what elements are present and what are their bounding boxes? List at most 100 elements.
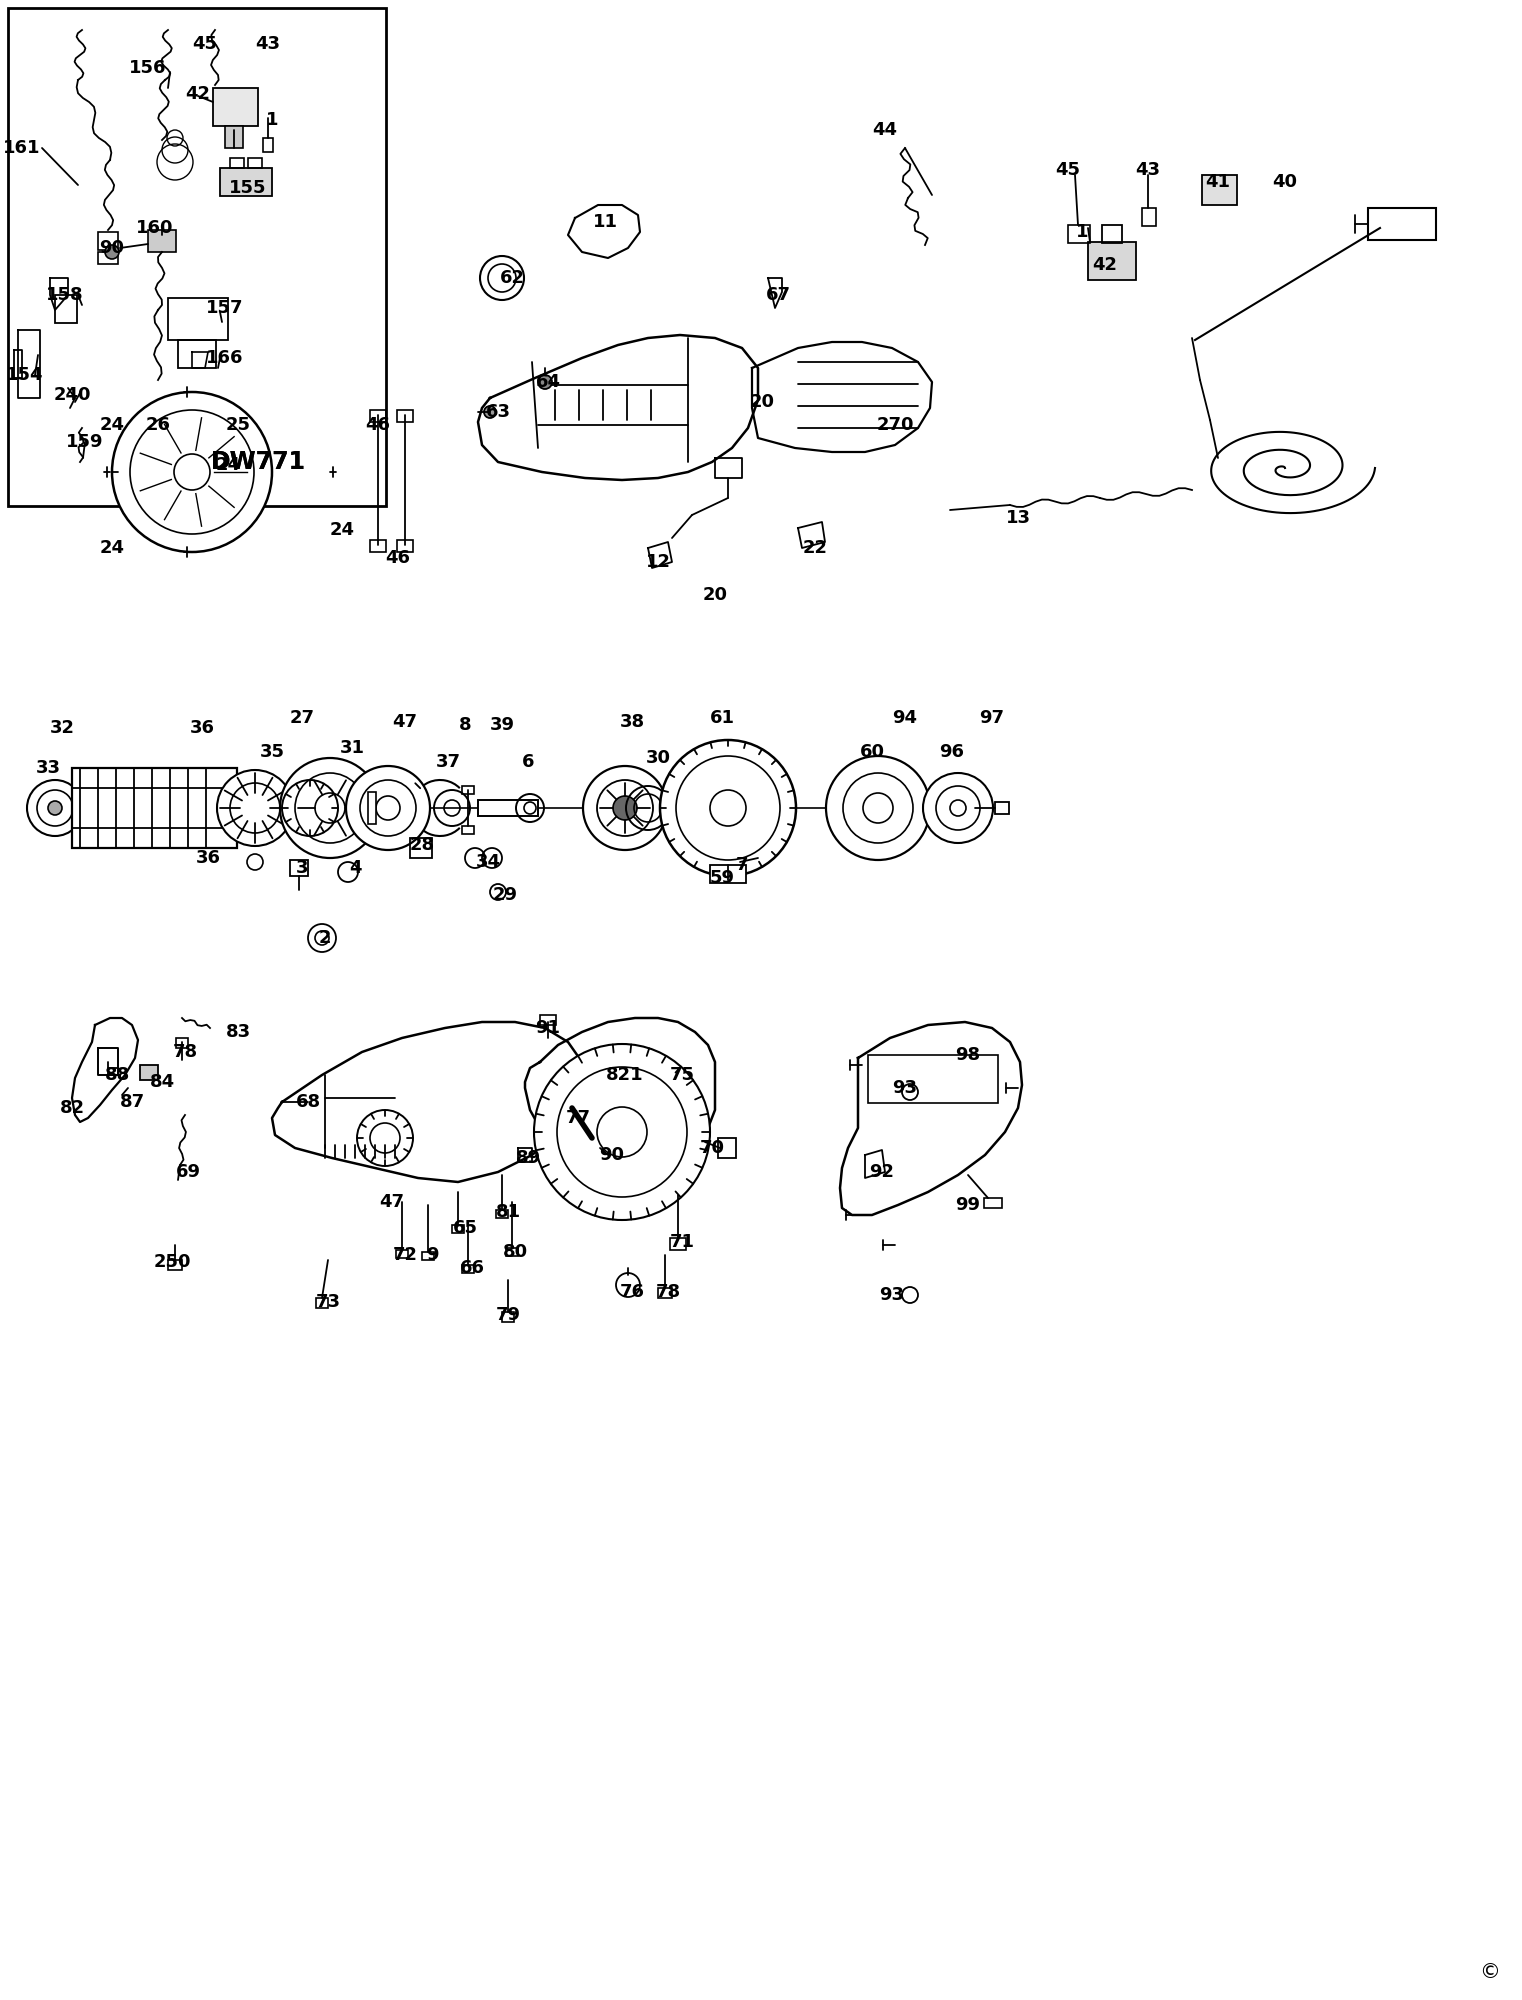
- Text: 24: 24: [329, 520, 355, 538]
- Text: 37: 37: [435, 752, 461, 770]
- Bar: [718, 1138, 737, 1158]
- Text: 87: 87: [119, 1092, 145, 1112]
- Circle shape: [105, 244, 119, 258]
- Bar: [505, 1248, 517, 1256]
- Circle shape: [922, 772, 992, 844]
- Circle shape: [27, 780, 84, 836]
- Text: 75: 75: [670, 1066, 694, 1084]
- Text: 44: 44: [872, 120, 898, 140]
- Bar: [291, 860, 307, 876]
- Bar: [8, 8, 387, 506]
- Text: 38: 38: [619, 714, 644, 730]
- Polygon shape: [840, 1022, 1021, 1214]
- Text: 36: 36: [195, 848, 221, 868]
- Text: 80: 80: [502, 1242, 528, 1262]
- Circle shape: [534, 1044, 709, 1220]
- Text: 60: 60: [860, 742, 884, 760]
- Polygon shape: [568, 206, 639, 258]
- Bar: [658, 1288, 673, 1298]
- Text: 88: 88: [105, 1066, 131, 1084]
- Bar: [221, 168, 272, 196]
- Bar: [140, 1064, 158, 1080]
- Text: 9: 9: [426, 1246, 438, 1264]
- Text: 154: 154: [6, 366, 44, 384]
- Bar: [97, 232, 119, 250]
- Text: 13: 13: [1006, 508, 1030, 526]
- Bar: [72, 768, 237, 848]
- Bar: [178, 340, 216, 368]
- Bar: [248, 158, 262, 168]
- Text: 4: 4: [349, 860, 361, 876]
- Text: 24: 24: [99, 538, 125, 556]
- Text: 90: 90: [600, 1146, 624, 1164]
- Text: 89: 89: [516, 1148, 540, 1168]
- Text: 84: 84: [149, 1072, 175, 1092]
- Bar: [1368, 208, 1435, 240]
- Bar: [1088, 242, 1135, 280]
- Polygon shape: [72, 1018, 139, 1122]
- Text: 27: 27: [289, 710, 315, 726]
- Circle shape: [661, 740, 796, 876]
- Text: 94: 94: [892, 710, 918, 726]
- Text: 22: 22: [802, 538, 828, 556]
- Text: 69: 69: [175, 1164, 201, 1180]
- Text: 65: 65: [452, 1218, 478, 1236]
- Bar: [396, 1250, 408, 1258]
- Text: 3: 3: [295, 860, 309, 876]
- Text: 29: 29: [493, 886, 517, 904]
- Bar: [478, 800, 537, 816]
- Text: 93: 93: [880, 1286, 904, 1304]
- Bar: [263, 138, 272, 152]
- Text: 157: 157: [207, 298, 244, 316]
- Text: 43: 43: [256, 34, 280, 52]
- Bar: [397, 410, 412, 422]
- Circle shape: [613, 796, 638, 820]
- Text: 41: 41: [1205, 174, 1230, 192]
- Bar: [868, 1056, 998, 1104]
- Text: 76: 76: [619, 1284, 644, 1300]
- Bar: [167, 1260, 183, 1270]
- Text: 31: 31: [339, 738, 364, 756]
- Text: 7: 7: [735, 856, 749, 874]
- Text: 240: 240: [53, 386, 91, 404]
- Bar: [1102, 224, 1122, 242]
- Bar: [213, 88, 259, 126]
- Text: 270: 270: [877, 416, 913, 434]
- Text: 91: 91: [536, 1020, 560, 1036]
- Circle shape: [484, 406, 496, 418]
- Text: 97: 97: [980, 710, 1005, 726]
- Text: 47: 47: [379, 1192, 405, 1210]
- Text: 61: 61: [709, 710, 735, 726]
- Bar: [985, 1198, 1001, 1208]
- Text: 39: 39: [490, 716, 514, 734]
- Text: 155: 155: [230, 180, 266, 198]
- Text: 47: 47: [393, 714, 417, 730]
- Text: 25: 25: [225, 416, 251, 434]
- Text: 78: 78: [172, 1044, 198, 1060]
- Text: 93: 93: [892, 1080, 918, 1096]
- Text: 46: 46: [365, 416, 391, 434]
- Text: 46: 46: [385, 548, 411, 568]
- Text: 26: 26: [146, 416, 170, 434]
- Bar: [167, 298, 228, 340]
- Text: 62: 62: [499, 268, 525, 286]
- Text: 158: 158: [46, 286, 84, 304]
- Text: 40: 40: [1272, 174, 1297, 192]
- Text: DW771: DW771: [210, 450, 306, 474]
- Text: 36: 36: [190, 720, 215, 736]
- Text: 12: 12: [645, 552, 671, 572]
- Text: 43: 43: [1135, 162, 1160, 180]
- Circle shape: [280, 758, 380, 858]
- Text: 59: 59: [709, 868, 735, 888]
- Text: 2: 2: [318, 928, 332, 948]
- Bar: [496, 1210, 508, 1218]
- Bar: [670, 1238, 686, 1250]
- Bar: [97, 252, 119, 264]
- Text: 63: 63: [486, 404, 510, 422]
- Bar: [177, 1038, 189, 1048]
- Bar: [148, 230, 177, 252]
- Text: 42: 42: [1093, 256, 1117, 274]
- Circle shape: [345, 766, 431, 850]
- Text: 1: 1: [266, 110, 279, 128]
- Text: 250: 250: [154, 1252, 190, 1272]
